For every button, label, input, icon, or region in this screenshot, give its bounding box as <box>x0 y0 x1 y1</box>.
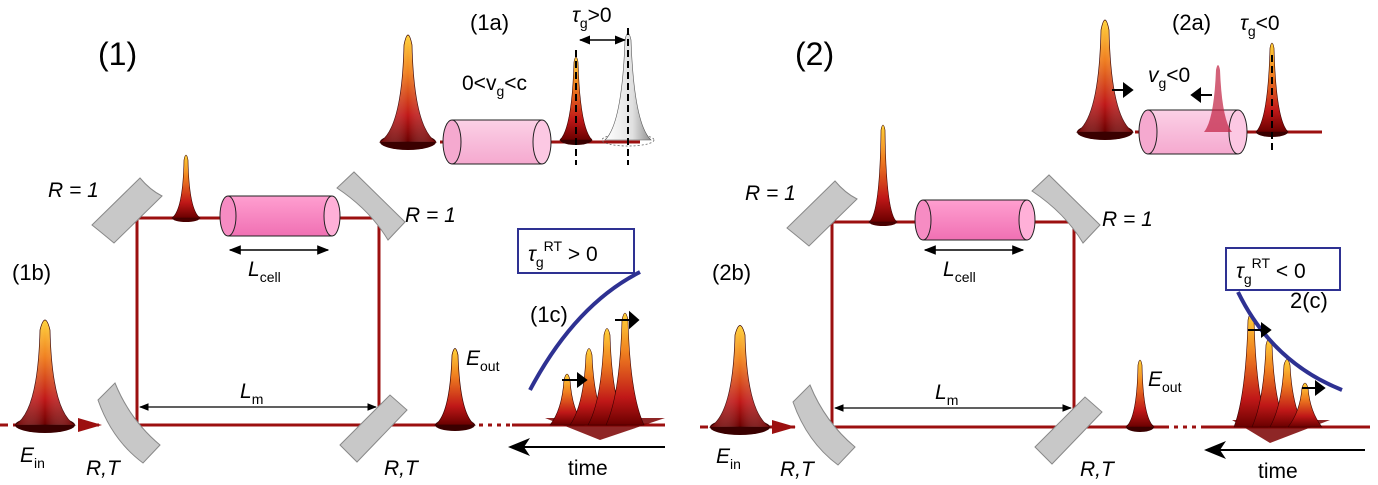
tau-g-label: τg>0 <box>572 4 612 31</box>
r-label-top-left: R = 1 <box>745 182 796 205</box>
sub-label-b: (1b) <box>12 260 51 285</box>
input-arrow-icon <box>772 420 796 434</box>
mirror-bottom-right <box>1034 396 1103 465</box>
sub-label-c: (1c) <box>530 302 568 327</box>
pulse-train-2c <box>1232 291 1343 443</box>
pulse-output <box>1125 359 1155 432</box>
tau-rt-box <box>1225 247 1341 291</box>
vg-label: 0<vg<c <box>462 72 527 99</box>
gas-cell-cavity <box>219 195 341 237</box>
mirror-top-right <box>1031 174 1101 244</box>
sub-label-c: 2(c) <box>1290 288 1328 313</box>
rt-label-left: R,T <box>86 457 122 480</box>
sub-label-b: (2b) <box>712 260 751 285</box>
pulse-train-1c <box>528 270 665 440</box>
mirror-bottom-right <box>339 394 408 463</box>
r-label-top-right: R = 1 <box>405 204 456 227</box>
mirror-bottom-left <box>97 382 161 464</box>
vg-label: vg<0 <box>1148 64 1190 91</box>
tau-rt-label: τgRT < 0 <box>1236 255 1306 287</box>
pulse-input <box>708 325 772 435</box>
inset-1a <box>378 28 655 165</box>
l-cell-label: Lcell <box>943 258 976 285</box>
shift-arrow-icon <box>1112 82 1134 98</box>
panel-2 <box>700 19 1370 466</box>
pulse-output <box>433 348 477 431</box>
e-out-label: Eout <box>466 347 500 374</box>
e-in-label: Ein <box>716 445 741 472</box>
input-arrow-icon <box>78 418 102 432</box>
gas-cell-cavity <box>914 199 1036 241</box>
envelope-curve <box>528 270 641 391</box>
mirror-top-right <box>336 171 406 241</box>
panel-1 <box>0 28 665 464</box>
pulse-cavity <box>868 124 898 226</box>
panel-label: (1) <box>98 36 137 72</box>
panel-label: (2) <box>795 36 834 72</box>
shift-arrow-icon <box>1248 322 1272 338</box>
time-arrow-head-icon <box>1204 441 1226 459</box>
envelope-curve <box>1236 291 1343 392</box>
l-m-label: Lm <box>935 381 958 408</box>
time-label: time <box>568 457 608 480</box>
shift-arrow-icon <box>615 310 640 330</box>
pulse-input <box>13 319 77 433</box>
time-label: time <box>1258 460 1298 483</box>
rt-label-right: R,T <box>1080 458 1116 481</box>
tau-rt-label: τgRT > 0 <box>528 238 598 270</box>
shift-arrow-icon <box>562 372 588 388</box>
rt-label-left: R,T <box>780 458 816 481</box>
l-m-label: Lm <box>240 380 263 407</box>
e-in-label: Ein <box>20 444 45 471</box>
tau-rt-box <box>517 228 635 274</box>
sub-label-a: (2a) <box>1172 10 1211 35</box>
e-out-label: Eout <box>1148 368 1182 395</box>
rt-label-right: R,T <box>384 457 420 480</box>
mirror-top-left <box>786 180 858 247</box>
mirror-top-left <box>91 177 163 244</box>
shift-arrow-icon <box>1190 87 1212 103</box>
time-arrow-head-icon <box>508 438 530 456</box>
r-label-top-right: R = 1 <box>1102 208 1153 231</box>
pulse-cavity <box>171 154 201 222</box>
sub-label-a: (1a) <box>470 10 509 35</box>
r-label-top-left: R = 1 <box>48 179 99 202</box>
l-cell-label: Lcell <box>248 258 281 285</box>
inset-2a <box>1075 19 1322 155</box>
mirror-bottom-left <box>792 384 856 466</box>
tau-g-label: τg<0 <box>1240 12 1280 39</box>
shift-arrow-icon <box>1302 380 1326 396</box>
